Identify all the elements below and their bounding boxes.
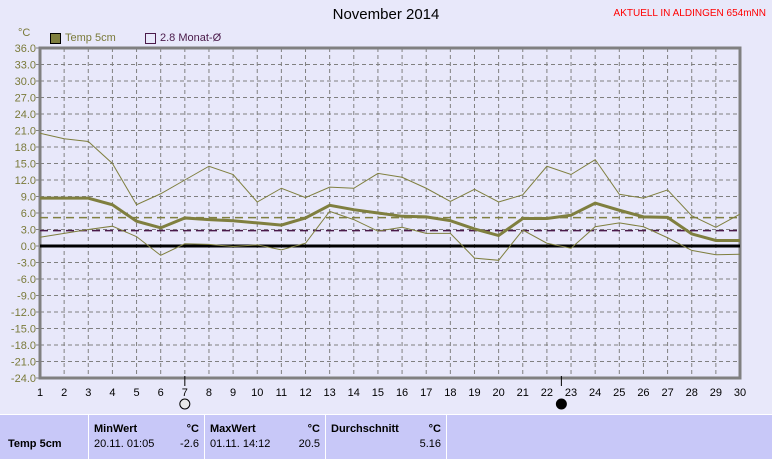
x-tick-label: 27	[661, 387, 673, 399]
y-tick-label: 36.0	[15, 43, 36, 55]
x-tick-label: 13	[324, 387, 336, 399]
min-cell: MinWert °C 20.11. 01:05 -2.6	[89, 415, 205, 459]
y-tick-label: 0.0	[21, 241, 36, 253]
y-tick-label: -21.0	[11, 357, 36, 369]
y-tick-label: -18.0	[11, 340, 36, 352]
x-tick-label: 2	[61, 387, 67, 399]
x-tick-label: 6	[158, 387, 164, 399]
max-value: 20.5	[299, 438, 320, 450]
y-tick-label: 15.0	[15, 159, 36, 171]
x-tick-label: 3	[85, 387, 91, 399]
min-unit: °C	[187, 423, 199, 435]
x-tick-label: 30	[734, 387, 746, 399]
x-tick-label: 9	[230, 387, 236, 399]
y-tick-label: 3.0	[21, 225, 36, 237]
x-tick-label: 24	[589, 387, 601, 399]
x-tick-label: 1	[37, 387, 43, 399]
max-unit: °C	[308, 423, 320, 435]
y-tick-label: 9.0	[21, 192, 36, 204]
x-tick-label: 12	[299, 387, 311, 399]
x-tick-label: 4	[109, 387, 115, 399]
y-tick-label: 12.0	[15, 175, 36, 187]
x-tick-label: 29	[710, 387, 722, 399]
x-tick-label: 5	[133, 387, 139, 399]
full-moon-icon	[180, 399, 190, 409]
max-cell: MaxWert °C 01.11. 14:12 20.5	[205, 415, 326, 459]
x-tick-label: 14	[348, 387, 360, 399]
max-time: 01.11. 14:12	[210, 438, 270, 450]
stats-panel: Temp 5cm MinWert °C 20.11. 01:05 -2.6 Ma…	[0, 414, 772, 459]
series-min-line	[40, 211, 740, 260]
y-tick-label: -3.0	[17, 258, 36, 270]
min-label: MinWert	[94, 423, 137, 435]
x-tick-label: 21	[517, 387, 529, 399]
avg-cell: Durchschnitt °C 5.16	[326, 415, 447, 459]
max-label: MaxWert	[210, 423, 256, 435]
y-tick-label: 6.0	[21, 208, 36, 220]
x-tick-label: 7	[182, 387, 188, 399]
y-tick-label: 18.0	[15, 142, 36, 154]
y-tick-label: -15.0	[11, 324, 36, 336]
min-value: -2.6	[180, 438, 199, 450]
avg-label: Durchschnitt	[331, 423, 399, 435]
y-tick-label: 33.0	[15, 60, 36, 72]
y-tick-label: -12.0	[11, 307, 36, 319]
x-tick-label: 17	[420, 387, 432, 399]
x-tick-label: 8	[206, 387, 212, 399]
y-tick-label: 24.0	[15, 109, 36, 121]
y-tick-label: 30.0	[15, 76, 36, 88]
x-tick-label: 16	[396, 387, 408, 399]
y-tick-label: -24.0	[11, 373, 36, 385]
stats-row-label: Temp 5cm	[8, 438, 62, 450]
avg-unit: °C	[429, 423, 441, 435]
min-time: 20.11. 01:05	[94, 438, 154, 450]
x-tick-label: 28	[686, 387, 698, 399]
avg-value: 5.16	[420, 438, 441, 450]
x-tick-label: 19	[468, 387, 480, 399]
y-tick-label: 27.0	[15, 93, 36, 105]
stats-row-label-cell: Temp 5cm	[0, 415, 89, 459]
x-tick-label: 20	[492, 387, 504, 399]
new-moon-icon	[556, 399, 566, 409]
y-tick-label: -6.0	[17, 274, 36, 286]
x-tick-label: 23	[565, 387, 577, 399]
x-tick-label: 22	[541, 387, 553, 399]
x-tick-label: 11	[276, 387, 287, 399]
y-tick-label: -9.0	[17, 291, 36, 303]
x-tick-label: 25	[613, 387, 625, 399]
temperature-chart: 36.033.030.027.024.021.018.015.012.09.06…	[0, 0, 772, 414]
x-tick-label: 26	[637, 387, 649, 399]
series-mean-line	[40, 198, 740, 240]
x-tick-label: 18	[444, 387, 456, 399]
y-tick-label: 21.0	[15, 126, 36, 138]
x-tick-label: 10	[251, 387, 263, 399]
x-tick-label: 15	[372, 387, 384, 399]
